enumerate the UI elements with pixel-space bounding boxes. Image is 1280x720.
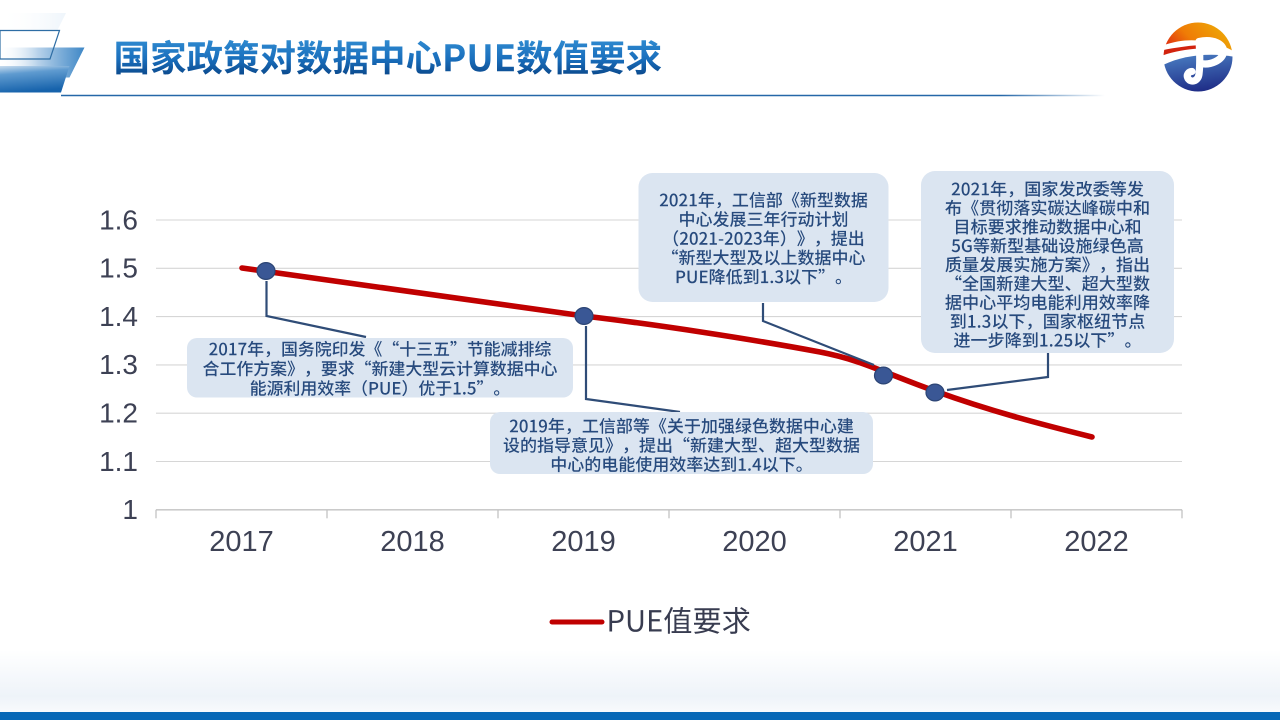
svg-text:1: 1 [122, 494, 138, 525]
svg-text:2020: 2020 [722, 526, 787, 558]
svg-text:2017: 2017 [209, 526, 274, 558]
svg-text:1.3: 1.3 [99, 349, 138, 380]
svg-text:1.6: 1.6 [99, 204, 138, 235]
svg-text:2022: 2022 [1064, 526, 1129, 558]
svg-text:2021: 2021 [893, 526, 958, 558]
svg-text:1.5: 1.5 [99, 253, 138, 284]
svg-text:1.2: 1.2 [99, 398, 138, 429]
svg-text:1.1: 1.1 [99, 446, 138, 477]
svg-text:1.4: 1.4 [99, 301, 138, 332]
svg-text:2019: 2019 [551, 526, 616, 558]
svg-text:2018: 2018 [380, 526, 445, 558]
